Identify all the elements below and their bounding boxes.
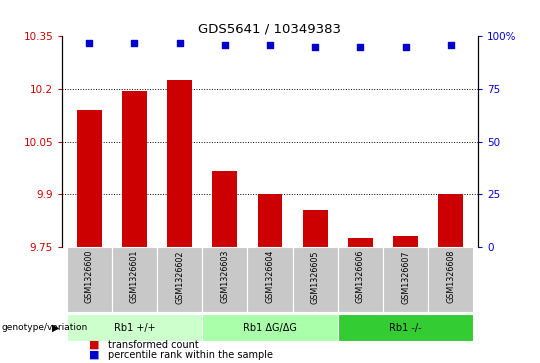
Bar <box>202 314 338 342</box>
Bar <box>438 194 463 247</box>
Point <box>356 44 364 50</box>
Text: GSM1326603: GSM1326603 <box>220 250 230 303</box>
Text: percentile rank within the sample: percentile rank within the sample <box>108 350 273 360</box>
Bar <box>77 110 102 247</box>
Bar <box>428 247 474 312</box>
Bar <box>157 247 202 312</box>
Bar <box>393 236 418 247</box>
Text: Rb1 -/-: Rb1 -/- <box>389 323 422 333</box>
Bar <box>303 210 328 247</box>
Point <box>266 42 274 48</box>
Bar <box>348 238 373 247</box>
Point <box>311 44 320 50</box>
Text: ■: ■ <box>89 340 99 350</box>
Point <box>401 44 410 50</box>
Text: GSM1326606: GSM1326606 <box>356 250 365 303</box>
Point <box>176 40 184 45</box>
Text: Rb1 +/+: Rb1 +/+ <box>113 323 155 333</box>
Text: GSM1326602: GSM1326602 <box>175 250 184 303</box>
Point <box>447 42 455 48</box>
Point <box>220 42 229 48</box>
Text: GSM1326604: GSM1326604 <box>266 250 274 303</box>
Bar <box>247 247 293 312</box>
Text: GSM1326601: GSM1326601 <box>130 250 139 303</box>
Title: GDS5641 / 10349383: GDS5641 / 10349383 <box>199 22 341 35</box>
Bar <box>112 247 157 312</box>
Text: genotype/variation: genotype/variation <box>1 323 87 332</box>
Bar <box>338 314 474 342</box>
Text: GSM1326600: GSM1326600 <box>85 250 94 303</box>
Text: transformed count: transformed count <box>108 340 199 350</box>
Bar <box>66 247 112 312</box>
Point <box>130 40 139 45</box>
Text: GSM1326607: GSM1326607 <box>401 250 410 303</box>
Text: GSM1326608: GSM1326608 <box>446 250 455 303</box>
Point <box>85 40 93 45</box>
Text: GSM1326605: GSM1326605 <box>310 250 320 303</box>
Bar <box>202 247 247 312</box>
Bar <box>258 194 282 247</box>
Text: Rb1 ΔG/ΔG: Rb1 ΔG/ΔG <box>243 323 297 333</box>
Text: ■: ■ <box>89 350 99 360</box>
Text: ▶: ▶ <box>52 323 59 333</box>
Bar <box>338 247 383 312</box>
Bar <box>383 247 428 312</box>
Bar <box>167 80 192 247</box>
Bar <box>212 171 237 247</box>
Bar <box>122 91 147 247</box>
Bar <box>293 247 338 312</box>
Bar <box>66 314 202 342</box>
